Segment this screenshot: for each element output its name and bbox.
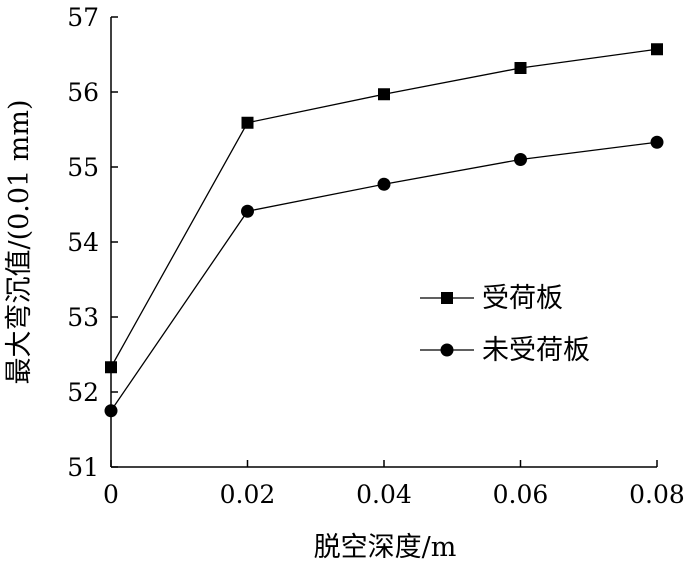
data-point-square: [651, 43, 663, 56]
legend-item: 未受荷板: [420, 335, 590, 366]
x-tick-label: 0: [103, 480, 119, 509]
data-point-circle: [514, 153, 527, 166]
data-point-circle: [104, 404, 118, 418]
x-axis-title: 脱空深度/m: [314, 532, 457, 563]
series-group: [104, 43, 664, 418]
y-tick-label: 52: [67, 378, 99, 407]
data-point-circle: [377, 177, 391, 191]
data-point-square: [514, 62, 527, 74]
x-tick-label: 0.08: [629, 480, 685, 509]
series-1: [105, 43, 663, 374]
y-tick-label: 56: [67, 78, 99, 107]
legend-marker-circle: [440, 343, 454, 357]
data-point-circle: [650, 135, 664, 149]
data-point-square: [241, 116, 254, 129]
data-point-square: [105, 361, 117, 374]
y-axis-title: 最大弯沉值/(0.01 mm): [4, 99, 35, 384]
legend-item: 受荷板: [420, 283, 563, 314]
y-tick-label: 55: [67, 153, 99, 182]
y-tick-label: 51: [67, 453, 99, 482]
y-tick-label: 54: [67, 228, 99, 257]
legend-label: 未受荷板: [482, 335, 590, 366]
legend-marker-square: [441, 292, 453, 304]
data-point-square: [378, 88, 390, 101]
series-2: [104, 135, 664, 418]
x-tick-label: 0.02: [220, 480, 276, 509]
x-tick-label: 0.04: [356, 480, 412, 509]
x-tick-label: 0.06: [493, 480, 549, 509]
axes: 0 0.02 0.04 0.06 0.08 51 52 53 54 55 56 57: [67, 3, 685, 509]
y-tick-label: 57: [67, 3, 99, 32]
data-point-circle: [241, 204, 254, 218]
y-tick-label: 53: [67, 303, 99, 332]
legend-label: 受荷板: [482, 283, 563, 314]
